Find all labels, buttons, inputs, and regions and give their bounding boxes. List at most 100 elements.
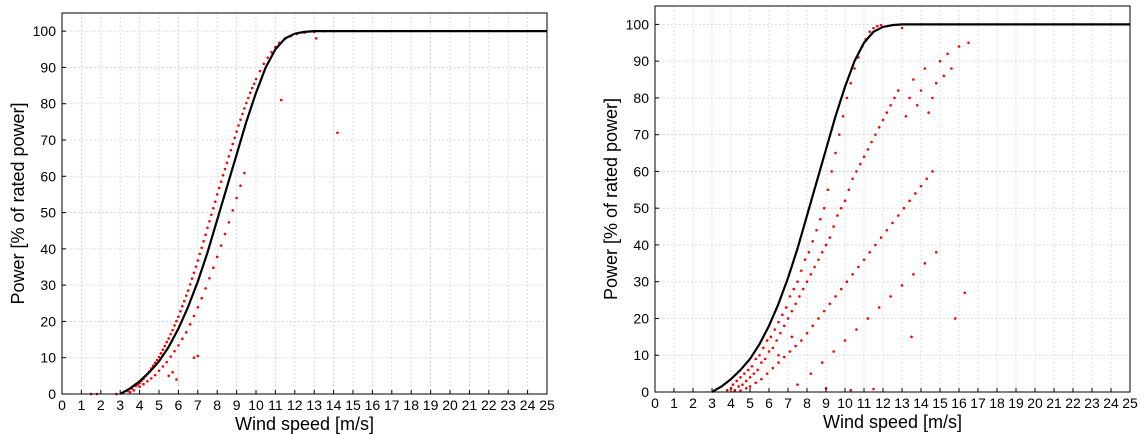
right-x-tick-label: 18: [989, 395, 1005, 411]
left-scatter-point: [270, 50, 273, 54]
left-x-tick-label: 12: [287, 397, 303, 413]
left-scatter-point: [213, 200, 217, 203]
left-scatter-point: [173, 349, 176, 353]
left-scatter-point: [202, 239, 205, 243]
right-scatter-point: [779, 331, 782, 335]
left-scatter-point: [157, 369, 161, 373]
left-scatter-point: [190, 277, 194, 280]
right-scatter-point: [805, 280, 809, 284]
left-scatter-point: [177, 315, 180, 319]
left-scatter-point: [180, 337, 184, 341]
right-scatter-point: [739, 375, 742, 379]
right-scatter-point: [908, 199, 911, 203]
right-scatter-point: [942, 74, 946, 78]
right-scatter-point: [743, 372, 746, 375]
right-y-tick-label: 30: [633, 274, 649, 290]
right-scatter-point: [881, 118, 885, 122]
left-y-tick-label: 20: [40, 313, 56, 329]
right-scatter-point: [853, 67, 856, 70]
right-scatter-point: [762, 346, 765, 350]
right-y-axis-label: Power [% of rated power]: [601, 98, 621, 300]
right-scatter-point: [862, 258, 866, 261]
left-scatter-point: [235, 196, 238, 200]
chart-right-svg: 0 1 2 3 4 5 6 7 8 9 10 11 12 13 14 15 16 17 18 19 20 21 22 23 24…: [601, 5, 1138, 432]
right-scatter-point: [748, 385, 752, 388]
right-scatter-point: [765, 372, 769, 375]
left-scatter-point: [155, 358, 159, 362]
right-x-tick-label: 25: [1122, 395, 1138, 411]
right-scatter-point: [893, 96, 896, 100]
right-scatter-point: [851, 177, 854, 181]
right-scatter-point: [923, 262, 927, 265]
right-x-tick-label: 11: [857, 395, 872, 411]
right-scatter-point: [855, 170, 858, 173]
left-scatter-point: [196, 259, 200, 262]
left-grid: [61, 13, 548, 395]
right-scatter-point: [790, 335, 794, 339]
right-scatter-point: [809, 273, 813, 276]
right-scatter-point: [820, 361, 824, 364]
right-scatter-point: [811, 239, 814, 243]
left-scatter-point: [210, 213, 213, 217]
right-scatter-point: [902, 206, 906, 210]
right-scatter-point: [839, 287, 843, 291]
right-scatter-point: [876, 24, 879, 28]
left-scatter-point: [163, 344, 167, 348]
right-scatter-point: [849, 81, 852, 85]
chart-left-svg: 0 1 2 3 4 5 6 7 8 9 10 11 12 13 14 15 16 17 18 19 20 21 22 23 24…: [8, 12, 555, 434]
left-scatter-point: [243, 171, 246, 175]
right-scatter-point: [796, 280, 799, 284]
right-grid: [654, 6, 1131, 393]
left-scatter-point: [254, 77, 258, 81]
right-x-tick-label: 17: [970, 395, 986, 411]
left-x-tick-label: 16: [365, 397, 381, 413]
right-scatter-point: [834, 295, 837, 298]
right-scatter-point: [735, 379, 738, 383]
right-scatter-point: [788, 295, 792, 298]
right-scatter-point: [868, 30, 871, 34]
right-scatter-point: [756, 368, 759, 372]
right-x-tick-label: 15: [932, 395, 948, 411]
left-y-tick-label: 60: [40, 168, 56, 184]
right-scatter-point: [817, 317, 820, 320]
right-scatter-point: [868, 251, 871, 254]
left-x-tick-label: 8: [213, 397, 221, 413]
left-scatter-point: [223, 232, 227, 236]
left-scatter-point: [314, 37, 318, 40]
right-scatter-point: [786, 317, 790, 320]
right-scatter-point: [752, 372, 756, 375]
left-x-tick-label: 21: [462, 397, 478, 413]
right-scatter-point: [843, 199, 847, 203]
right-scatter-point: [927, 111, 930, 114]
right-scatter-point: [931, 96, 934, 100]
left-scatter-point: [200, 246, 203, 250]
right-scatter-point: [746, 368, 750, 372]
right-scatter-point: [938, 59, 942, 63]
right-scatter-point: [748, 375, 752, 379]
right-x-tick-label: 20: [1027, 395, 1043, 411]
right-scatter-point: [963, 291, 966, 295]
right-scatter-point: [824, 243, 828, 247]
right-scatter-point: [781, 313, 784, 317]
left-scatter-point: [165, 340, 169, 344]
right-scatter-point: [957, 45, 961, 48]
left-scatter-point: [167, 374, 170, 378]
right-scatter-point: [934, 81, 938, 85]
left-y-tick-label: 50: [40, 205, 56, 221]
left-scatter-point: [165, 360, 169, 364]
left-scatter-point: [169, 332, 172, 336]
left-scatter-point: [227, 221, 231, 224]
right-scatter-point: [879, 236, 883, 239]
left-scatter-point: [182, 299, 186, 303]
right-scatter-point: [839, 206, 843, 210]
left-x-tick-label: 2: [97, 397, 105, 413]
right-scatter-point: [889, 295, 892, 298]
right-plot-frame: [654, 5, 1131, 393]
right-scatter-point: [931, 170, 934, 173]
right-scatter-point: [826, 188, 830, 192]
right-scatter-point: [912, 273, 915, 276]
right-x-tick-label: 9: [822, 395, 830, 411]
right-scatter-point: [896, 214, 900, 217]
right-scatter-point: [900, 284, 904, 287]
right-ticks: 0 1 2 3 4 5 6 7 8 9 10 11 12 13 14 15 16 17 18 19 20 21 22 23 24…: [626, 16, 1138, 411]
